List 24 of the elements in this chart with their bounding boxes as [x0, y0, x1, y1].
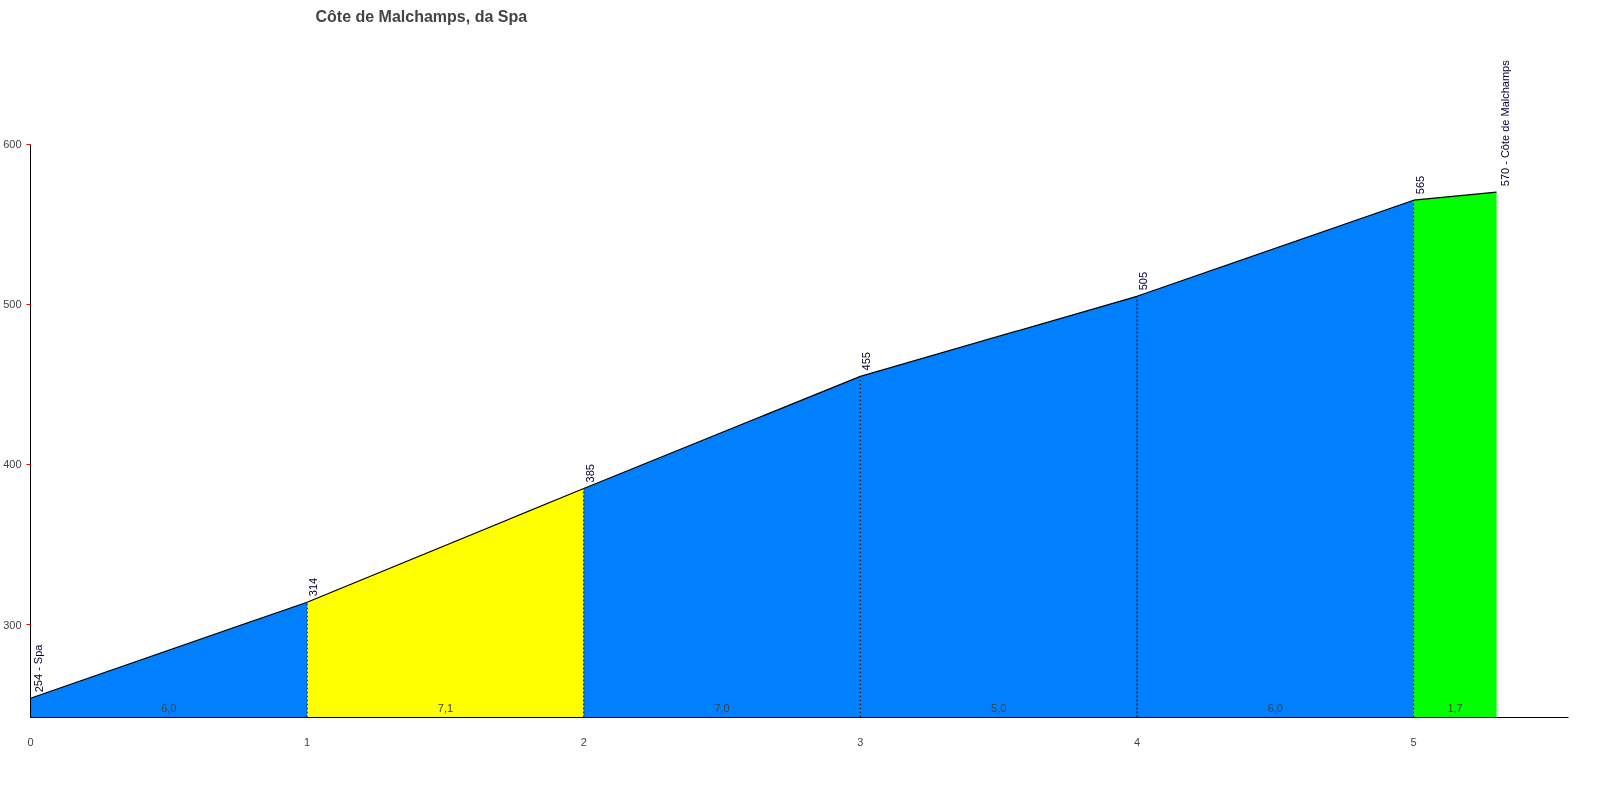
x-tick-label: 2	[580, 735, 587, 748]
data-label: 455	[860, 352, 873, 371]
x-tick-label: 1	[304, 735, 311, 748]
annotation: 6,0	[1267, 701, 1283, 714]
annotation: 7,0	[714, 701, 730, 714]
chart-title: Côte de Malchamps, da Spa	[315, 7, 528, 25]
x-tick-label: 4	[1133, 735, 1141, 748]
y-tick-label: 600	[3, 138, 22, 151]
data-label: 254 - Spa	[32, 643, 45, 693]
annotation: 6,0	[161, 701, 177, 714]
data-label: 314	[307, 577, 320, 597]
y-tick-label: 300	[3, 618, 22, 631]
data-label: 505	[1136, 271, 1149, 291]
data-label: 570 - Côte de Malchamps	[1498, 59, 1511, 187]
data-label: 385	[583, 464, 596, 483]
x-tick-label: 5	[1410, 735, 1417, 748]
annotation: 1,7	[1447, 701, 1463, 714]
x-tick-label: 0	[27, 735, 34, 748]
annotation: 5,0	[991, 701, 1007, 714]
data-label: 565	[1413, 175, 1426, 195]
annotation: 7,1	[437, 701, 454, 714]
y-tick-label: 400	[3, 458, 22, 471]
y-tick-label: 500	[3, 298, 22, 311]
x-tick-label: 3	[857, 735, 864, 748]
